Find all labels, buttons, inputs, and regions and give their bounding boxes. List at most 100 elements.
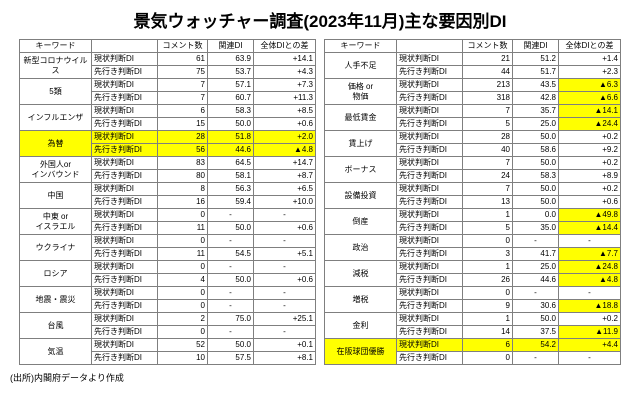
diff-cell: - (558, 234, 621, 248)
related-di-cell: 30.6 (512, 299, 559, 313)
comments-cell: 0 (157, 260, 208, 274)
comments-cell: 13 (462, 195, 513, 209)
data-row-outlook: 先行き判断DI 0- - (20, 325, 316, 339)
diff-cell: ▲6.3 (558, 78, 621, 92)
diff-cell: ▲49.8 (558, 208, 621, 222)
related-di-cell: 0.0 (512, 208, 559, 222)
row-label-outlook: 先行き判断DI (91, 195, 158, 209)
keyword-cell: ロシア (19, 260, 92, 287)
source-note: (出所)内閣府データより作成 (10, 373, 124, 383)
related-di-cell: 54.5 (207, 247, 254, 261)
diff-cell: - (558, 351, 621, 365)
comments-cell: 7 (157, 91, 208, 105)
header-row: キーワード コメント数 関連DI 全体DIとの差 (324, 39, 621, 53)
related-di-cell: 54.2 (512, 338, 559, 352)
related-di-cell: 43.5 (512, 78, 559, 92)
related-di-cell: 58.3 (207, 104, 254, 118)
comments-cell: 56 (157, 143, 208, 157)
keyword-cell: 為替 (19, 130, 92, 157)
header-judgment-blank (396, 39, 463, 53)
row-label-outlook: 先行き判断DI (91, 221, 158, 235)
diff-cell: +0.2 (558, 312, 621, 326)
diff-cell: +2.0 (253, 130, 316, 144)
row-label-current: 現状判断DI (91, 312, 158, 326)
data-row-current: 地震・震災 現状判断DI 0- - (19, 286, 316, 313)
row-label-outlook: 先行き判断DI (91, 117, 158, 131)
related-di-cell: - (207, 325, 254, 339)
comments-cell: 28 (462, 130, 513, 144)
table-header-left: キーワード コメント数 関連DI 全体DIとの差 (19, 39, 316, 53)
data-row-outlook: 先行き判断DI 40 58.6 +9.2 (325, 143, 621, 157)
related-di-cell: - (512, 286, 559, 300)
row-label-outlook: 先行き判断DI (396, 325, 463, 339)
data-row-outlook: 先行き判断DI 16 59.4 +10.0 (20, 195, 316, 209)
page-title: 景気ウォッチャー調査(2023年11月)主な要因別DI (133, 12, 507, 31)
diff-cell: +0.2 (558, 156, 621, 170)
data-row-current: 倒産 現状判断DI 1 0.0 ▲49.8 (324, 208, 621, 235)
comments-cell: 2 (157, 312, 208, 326)
comments-cell: 24 (462, 169, 513, 183)
related-di-cell: 58.6 (512, 143, 559, 157)
keyword-cell: 台風 (19, 312, 92, 339)
data-row-current: 新型コロナウイルス 現状判断DI 61 63.9 +14.1 (19, 52, 316, 79)
data-row-current: ロシア 現状判断DI 0- - (19, 260, 316, 287)
related-di-cell: 51.8 (207, 130, 254, 144)
keyword-cell: 金利 (324, 312, 397, 339)
diff-cell: ▲24.8 (558, 260, 621, 274)
related-di-cell: 35.7 (512, 104, 559, 118)
diff-cell: +25.1 (253, 312, 316, 326)
related-di-cell: 25.0 (512, 260, 559, 274)
diff-cell: - (253, 260, 316, 274)
comments-cell: 28 (157, 130, 208, 144)
diff-cell: ▲18.8 (558, 299, 621, 313)
row-label-current: 現状判断DI (396, 104, 463, 118)
diff-cell: +0.6 (253, 273, 316, 287)
related-di-cell: 57.5 (207, 351, 254, 365)
related-di-cell: 51.2 (512, 52, 559, 66)
keyword-cell: 倒産 (324, 208, 397, 235)
related-di-cell: 53.7 (207, 65, 254, 79)
diff-cell: +8.1 (253, 351, 316, 365)
row-label-current: 現状判断DI (91, 104, 158, 118)
comments-cell: 16 (157, 195, 208, 209)
comments-cell: 21 (462, 52, 513, 66)
comments-cell: 7 (462, 156, 513, 170)
data-row-current: 最低賃金 現状判断DI 7 35.7 ▲14.1 (324, 104, 621, 131)
related-di-cell: 25.0 (512, 117, 559, 131)
di-table-right: キーワード コメント数 関連DI 全体DIとの差 人手不足 現状判断DI 21 51.… (324, 39, 621, 365)
keyword-cell: 人手不足 (324, 52, 397, 79)
di-table-left: キーワード コメント数 関連DI 全体DIとの差 新型コロナウイルス 現状判断DI… (19, 39, 316, 365)
related-di-cell: 60.7 (207, 91, 254, 105)
keyword-cell: 地震・震災 (19, 286, 92, 313)
related-di-cell: - (207, 234, 254, 248)
row-label-outlook: 先行き判断DI (396, 143, 463, 157)
row-label-outlook: 先行き判断DI (396, 195, 463, 209)
data-row-current: 外国人or インバウンド 現状判断DI 83 64.5 +14.7 (19, 156, 316, 183)
row-label-outlook: 先行き判断DI (396, 117, 463, 131)
diff-cell: +7.3 (253, 78, 316, 92)
related-di-cell: 51.7 (512, 65, 559, 79)
row-label-current: 現状判断DI (396, 260, 463, 274)
comments-cell: 10 (157, 351, 208, 365)
data-row-outlook: 先行き判断DI 56 44.6 ▲4.8 (20, 143, 316, 157)
header-comments: コメント数 (462, 39, 513, 53)
data-row-outlook: 先行き判断DI 15 50.0 +0.6 (20, 117, 316, 131)
comments-cell: 1 (462, 312, 513, 326)
row-label-outlook: 先行き判断DI (91, 247, 158, 261)
diff-cell: ▲14.4 (558, 221, 621, 235)
diff-cell: ▲4.8 (253, 143, 316, 157)
data-row-outlook: 先行き判断DI 3 41.7 ▲7.7 (325, 247, 621, 261)
comments-cell: 0 (462, 286, 513, 300)
data-row-current: 5類 現状判断DI 7 57.1 +7.3 (19, 78, 316, 105)
row-label-current: 現状判断DI (396, 52, 463, 66)
comments-cell: 80 (157, 169, 208, 183)
diff-cell: +0.1 (253, 338, 316, 352)
related-di-cell: 50.0 (512, 182, 559, 196)
row-label-outlook: 先行き判断DI (396, 221, 463, 235)
related-di-cell: 50.0 (512, 312, 559, 326)
tables-container: キーワード コメント数 関連DI 全体DIとの差 新型コロナウイルス 現状判断DI… (10, 39, 630, 365)
related-di-cell: 58.1 (207, 169, 254, 183)
row-label-current: 現状判断DI (396, 286, 463, 300)
row-label-current: 現状判断DI (396, 208, 463, 222)
comments-cell: 83 (157, 156, 208, 170)
